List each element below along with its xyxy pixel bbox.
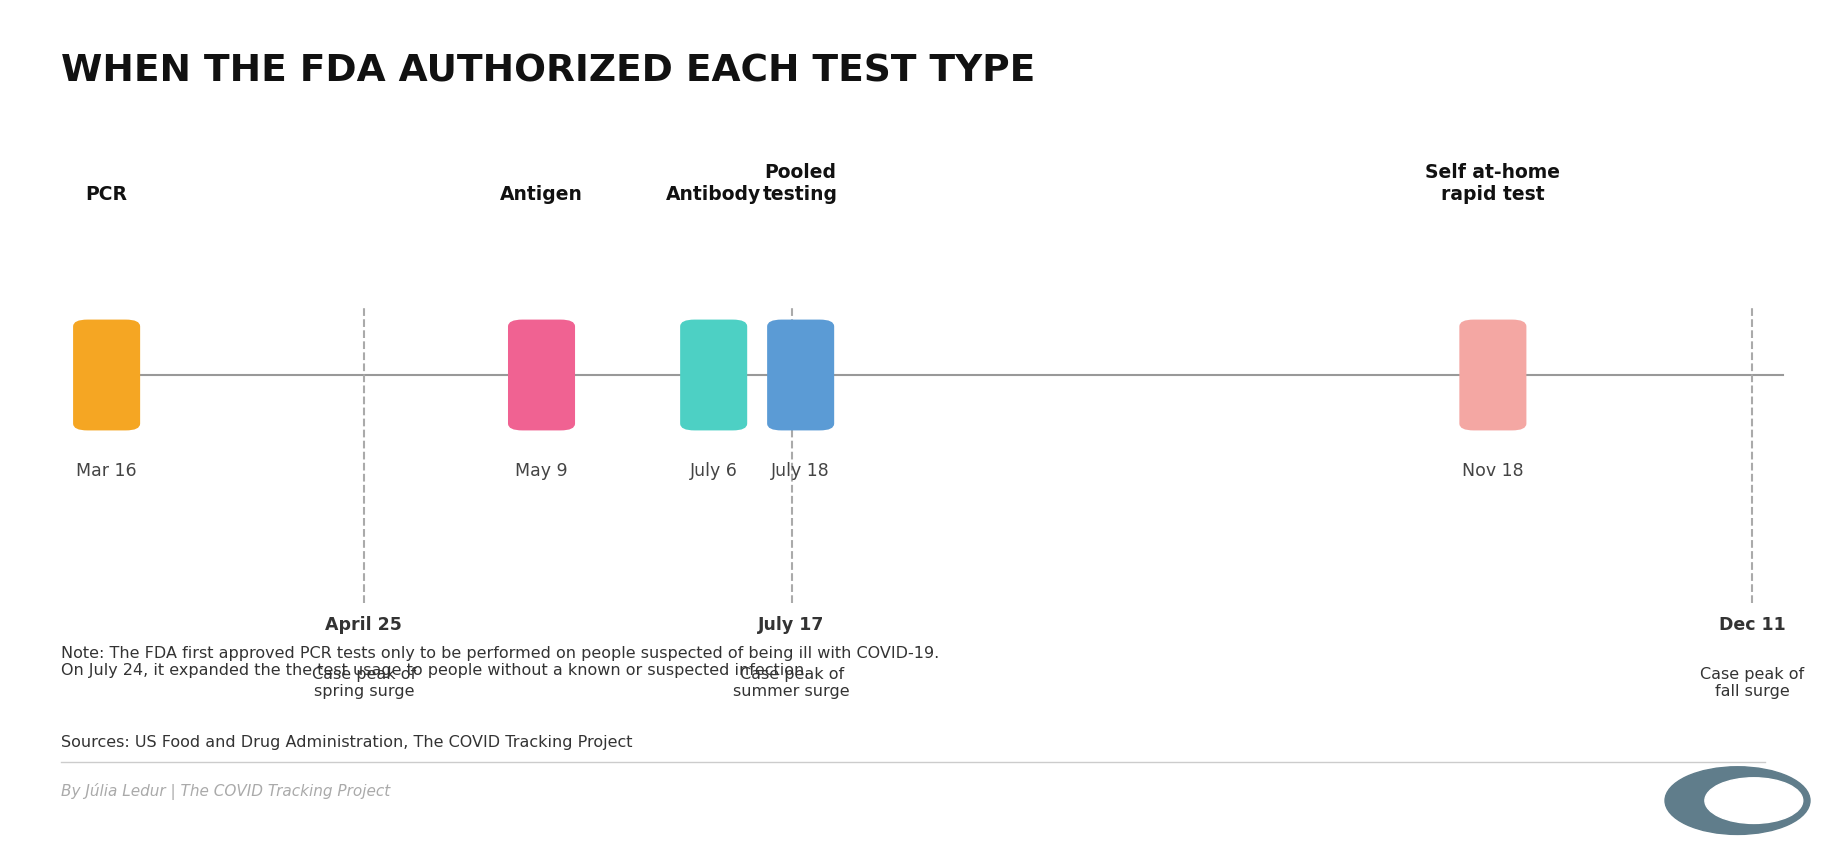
Text: Sources: US Food and Drug Administration, The COVID Tracking Project: Sources: US Food and Drug Administration… bbox=[62, 734, 634, 750]
Text: Nov 18: Nov 18 bbox=[1463, 462, 1523, 480]
Text: PCR: PCR bbox=[86, 185, 128, 204]
Text: Note: The FDA first approved PCR tests only to be performed on people suspected : Note: The FDA first approved PCR tests o… bbox=[62, 646, 940, 679]
FancyBboxPatch shape bbox=[1459, 320, 1527, 430]
Text: April 25: April 25 bbox=[325, 616, 402, 634]
Text: Antibody: Antibody bbox=[666, 185, 761, 204]
Text: By Júlia Ledur | The COVID Tracking Project: By Júlia Ledur | The COVID Tracking Proj… bbox=[62, 783, 391, 800]
FancyBboxPatch shape bbox=[73, 320, 141, 430]
Text: Dec 11: Dec 11 bbox=[1718, 616, 1786, 634]
Text: July 17: July 17 bbox=[758, 616, 825, 634]
Text: July 6: July 6 bbox=[690, 462, 738, 480]
FancyBboxPatch shape bbox=[679, 320, 747, 430]
FancyBboxPatch shape bbox=[767, 320, 834, 430]
Text: Case peak of
spring surge: Case peak of spring surge bbox=[312, 666, 416, 699]
Text: Pooled
testing: Pooled testing bbox=[763, 163, 838, 204]
Circle shape bbox=[1705, 777, 1802, 823]
Text: Case peak of
fall surge: Case peak of fall surge bbox=[1700, 666, 1804, 699]
Text: Antigen: Antigen bbox=[500, 185, 582, 204]
Text: May 9: May 9 bbox=[515, 462, 568, 480]
Text: July 18: July 18 bbox=[771, 462, 831, 480]
FancyBboxPatch shape bbox=[508, 320, 575, 430]
Text: Mar 16: Mar 16 bbox=[77, 462, 137, 480]
Circle shape bbox=[1665, 767, 1810, 834]
Text: WHEN THE FDA AUTHORIZED EACH TEST TYPE: WHEN THE FDA AUTHORIZED EACH TEST TYPE bbox=[62, 53, 1035, 89]
Text: Self at-home
rapid test: Self at-home rapid test bbox=[1426, 163, 1561, 204]
Text: Case peak of
summer surge: Case peak of summer surge bbox=[734, 666, 849, 699]
